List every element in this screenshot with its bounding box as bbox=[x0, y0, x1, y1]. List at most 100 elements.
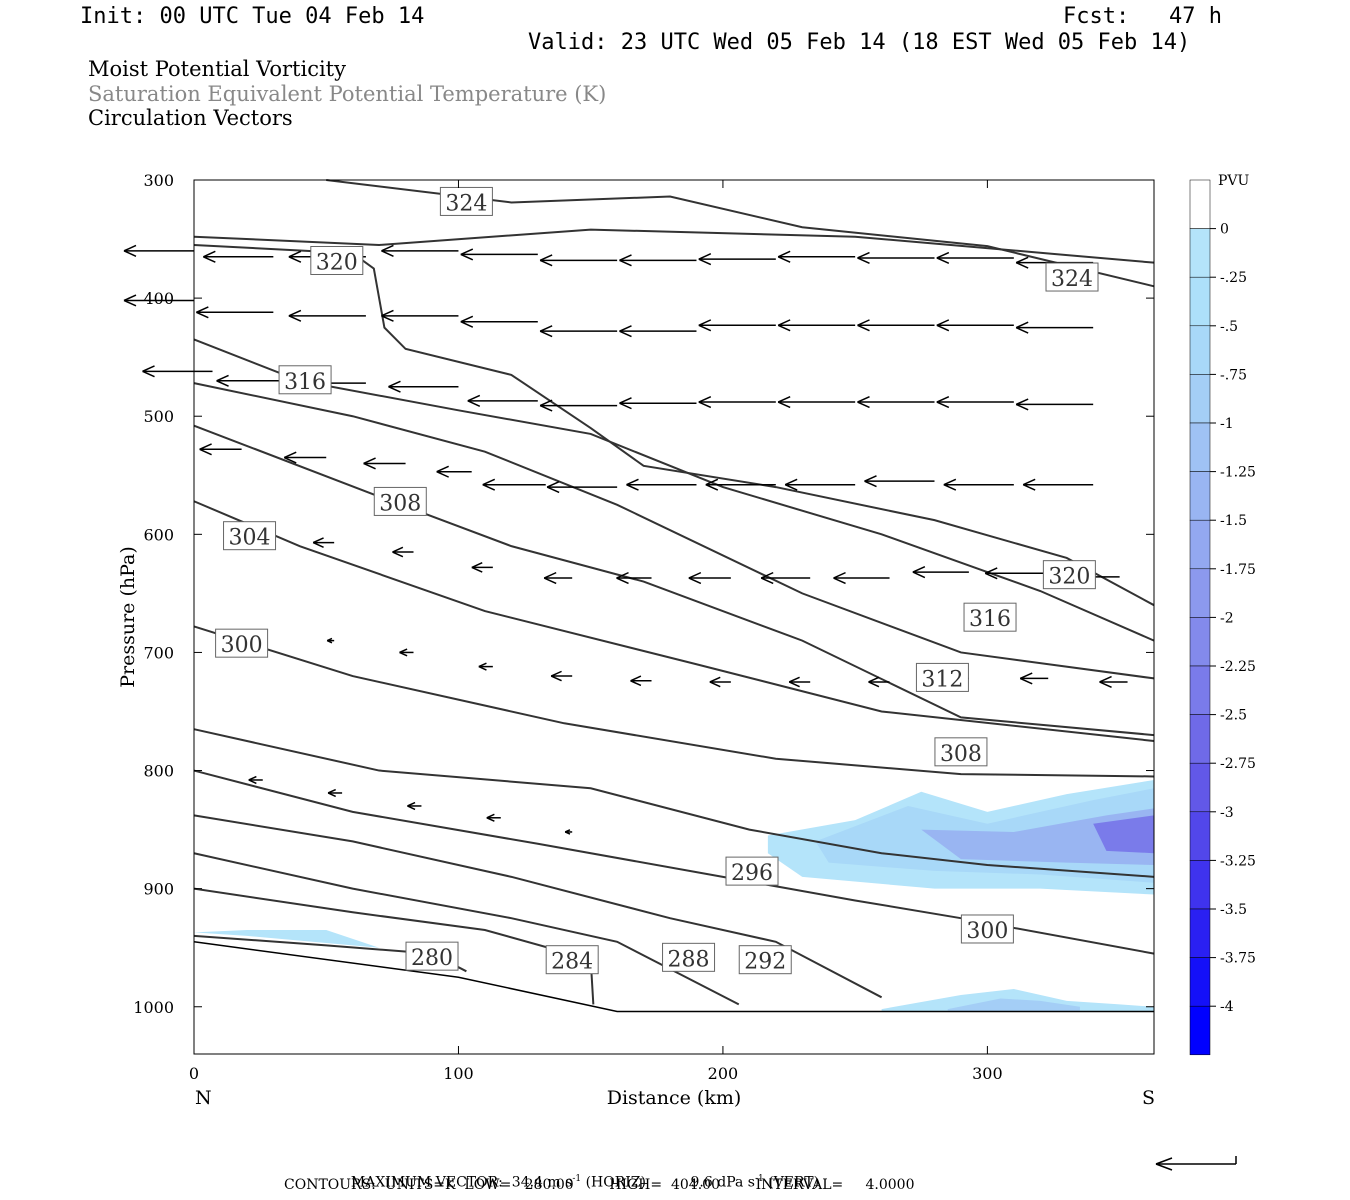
y-tick-label: 300 bbox=[143, 171, 174, 190]
contour-label: 280 bbox=[405, 941, 459, 971]
circulation-vector bbox=[399, 648, 414, 657]
circulation-vector bbox=[1099, 675, 1128, 689]
vector-head bbox=[482, 478, 496, 491]
contour-label-box bbox=[1042, 560, 1096, 590]
circulation-vector bbox=[777, 319, 856, 332]
theta-contour bbox=[193, 625, 1155, 778]
contour-label: 312 bbox=[915, 662, 969, 692]
contour-label: 316 bbox=[278, 365, 332, 395]
colorbar-label: -3.25 bbox=[1220, 853, 1256, 869]
surface-line bbox=[193, 941, 1154, 1013]
circulation-vector bbox=[1022, 478, 1094, 491]
vector-head bbox=[381, 309, 394, 322]
contour-label-text: 300 bbox=[966, 919, 1008, 944]
circulation-vector bbox=[984, 567, 1049, 580]
circulation-vector bbox=[199, 443, 242, 456]
contour-label-text: 316 bbox=[969, 607, 1011, 632]
max-vector-vert-exp: -1 bbox=[754, 1174, 764, 1184]
colorbar-label: -1 bbox=[1220, 416, 1234, 432]
circulation-vector bbox=[312, 537, 335, 548]
contour-label-text: 300 bbox=[221, 633, 263, 658]
colorbar-segment bbox=[1189, 325, 1211, 375]
max-vector-vert: 9.6 dPa s bbox=[690, 1174, 755, 1191]
vector-head bbox=[486, 813, 495, 822]
colorbar-label: -.75 bbox=[1220, 367, 1247, 383]
circulation-vector bbox=[709, 676, 731, 688]
x-tick-label: 0 bbox=[189, 1064, 199, 1083]
contour-label: 288 bbox=[662, 942, 716, 972]
colorbar-label: -.25 bbox=[1220, 270, 1247, 286]
colorbar-unit: PVU bbox=[1218, 173, 1250, 189]
vector-head bbox=[546, 480, 560, 494]
contour-label-box bbox=[215, 628, 269, 658]
contour-label: 320 bbox=[310, 245, 364, 275]
circulation-vector bbox=[326, 637, 335, 644]
colorbar-label: -2.75 bbox=[1220, 756, 1256, 772]
circulation-vector bbox=[833, 571, 890, 585]
x-tick-label: 100 bbox=[443, 1064, 474, 1083]
vector-head bbox=[1022, 478, 1036, 491]
contour-label-text: 312 bbox=[921, 667, 963, 692]
vector-head bbox=[698, 319, 712, 332]
circulation-vector bbox=[619, 325, 697, 338]
circulation-vector bbox=[1019, 672, 1049, 685]
colorbar-segment bbox=[1189, 471, 1211, 521]
contour-label: 320 bbox=[1042, 560, 1096, 590]
vector-head bbox=[777, 250, 791, 263]
vector-head bbox=[619, 254, 632, 267]
vector-head bbox=[619, 397, 632, 410]
colorbar-segment bbox=[1189, 811, 1211, 861]
contour-label-box bbox=[223, 521, 277, 551]
contour-label-text: 292 bbox=[744, 950, 786, 975]
circulation-vector bbox=[857, 395, 935, 409]
vector-head bbox=[392, 546, 404, 558]
contour-label-box bbox=[662, 942, 716, 972]
theta-contour bbox=[193, 728, 1155, 878]
colorbar-label: -3.75 bbox=[1220, 951, 1256, 967]
theta-contour bbox=[193, 500, 1155, 743]
pv-region bbox=[921, 808, 1154, 866]
circulation-vector bbox=[486, 813, 501, 822]
contour-label: 324 bbox=[439, 186, 493, 216]
contour-label: 324 bbox=[1045, 262, 1099, 292]
colorbar-label: -3.5 bbox=[1220, 902, 1247, 918]
pv-region bbox=[1093, 815, 1154, 854]
x-tick-label: 300 bbox=[972, 1064, 1003, 1083]
vector-head bbox=[363, 457, 376, 470]
pv-colorbar: 0 -.25 -.5 -.75 -1 -1.25 -1.5 -1.75 -2 -2.25 -2.5 -… bbox=[1189, 179, 1256, 1056]
theta-contour bbox=[193, 382, 1155, 680]
vector-head bbox=[539, 325, 553, 338]
circulation-vector bbox=[698, 319, 776, 332]
colorbar-label: -2.5 bbox=[1220, 708, 1247, 724]
circulation-vector bbox=[868, 676, 890, 688]
colorbar-segment bbox=[1189, 908, 1211, 958]
y-tick-label: 1000 bbox=[133, 998, 174, 1017]
vector-head bbox=[1019, 672, 1033, 685]
vector-head bbox=[626, 478, 639, 491]
vector-head bbox=[784, 478, 798, 491]
circulation-vector bbox=[216, 374, 287, 387]
vector-head bbox=[550, 670, 562, 682]
field-theta-title: Saturation Equivalent Potential Temperat… bbox=[88, 82, 607, 106]
vector-head bbox=[857, 395, 870, 409]
contour-label-text: 308 bbox=[379, 491, 421, 516]
vector-head bbox=[777, 319, 791, 332]
circulation-vector bbox=[788, 676, 811, 688]
contour-label-text: 296 bbox=[731, 861, 773, 886]
vector-head bbox=[936, 319, 950, 332]
circulation-vector bbox=[539, 399, 618, 412]
vector-head bbox=[288, 250, 302, 263]
circulation-vector bbox=[1015, 398, 1094, 411]
vector-head bbox=[142, 365, 155, 378]
circulation-vector bbox=[381, 309, 459, 322]
contour-label: 308 bbox=[934, 737, 988, 767]
circulation-vector bbox=[539, 325, 618, 338]
circulation-vector bbox=[248, 775, 263, 785]
circulation-vector bbox=[543, 571, 573, 585]
y-tick-label: 700 bbox=[143, 643, 174, 662]
theta-contour bbox=[193, 243, 1155, 607]
circulation-vector bbox=[550, 670, 573, 682]
vector-head bbox=[407, 801, 416, 811]
circulation-vector bbox=[123, 294, 194, 307]
contour-label-box bbox=[934, 737, 988, 767]
